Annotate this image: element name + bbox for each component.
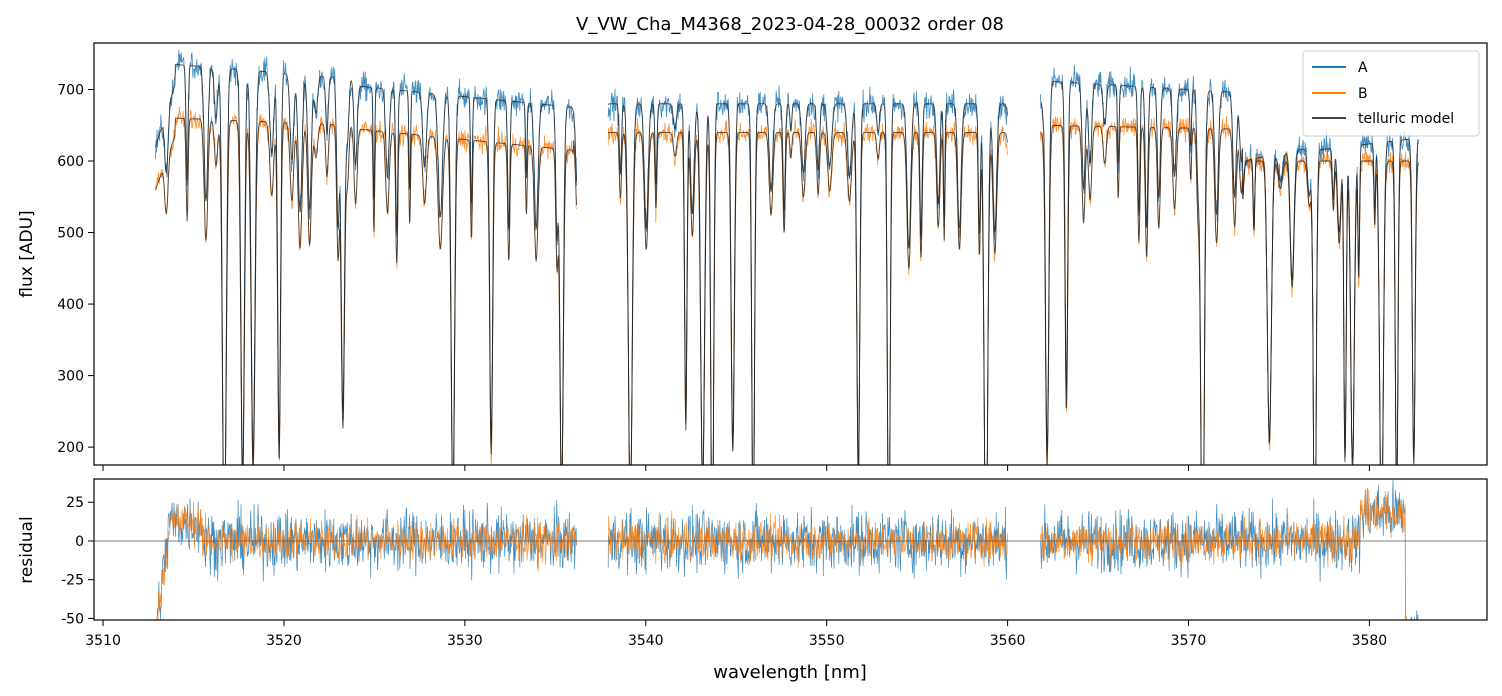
legend-label-telluric: telluric model	[1358, 111, 1454, 127]
flux-y-tick-label: 300	[57, 369, 84, 385]
telluric-model-b-line	[155, 117, 1419, 465]
legend-label-a: A	[1358, 60, 1368, 76]
x-axis-label: wavelength [nm]	[713, 662, 867, 683]
residual-y-tick-label: 0	[75, 534, 84, 550]
residual-x-tick-label: 3570	[1171, 633, 1207, 649]
flux-y-ticks: 200 300 400 500 600 700	[57, 82, 94, 456]
residual-x-tick-label: 3580	[1352, 633, 1388, 649]
flux-y-tick-label: 500	[57, 226, 84, 242]
legend: A B telluric model	[1302, 50, 1480, 137]
residual-y-tick-label: -25	[61, 573, 84, 589]
flux-y-tick-label: 600	[57, 154, 84, 170]
legend-label-b: B	[1358, 86, 1368, 102]
flux-panel: 200 300 400 500 600 700 flux [ADU] A B tellur…	[17, 42, 1488, 471]
residual-b-line	[156, 489, 1412, 620]
flux-y-label: flux [ADU]	[17, 210, 37, 297]
residual-x-tick-label: 3510	[85, 633, 121, 649]
residual-x-tick-label: 3550	[809, 633, 845, 649]
residual-y-label: residual	[17, 516, 37, 583]
flux-y-tick-label: 200	[57, 440, 84, 456]
residual-y-ticks: -50 -25 0 25	[61, 495, 94, 627]
flux-x-ticks	[102, 465, 1370, 471]
residual-y-tick-label: 25	[66, 495, 84, 511]
flux-plot-area	[155, 50, 1419, 465]
residual-a-line	[156, 479, 1419, 620]
residual-x-tick-label: 3530	[447, 633, 483, 649]
flux-axes-frame	[93, 42, 1488, 466]
residual-y-tick-label: -50	[61, 611, 84, 627]
residual-x-ticks: 3510 3520 3530 3540 3550 3560 3570 3580	[85, 620, 1387, 649]
flux-y-tick-label: 700	[57, 82, 84, 98]
residual-x-tick-label: 3560	[990, 633, 1026, 649]
residual-axes-frame	[93, 478, 1488, 621]
residual-x-tick-label: 3540	[628, 633, 664, 649]
flux-y-tick-label: 400	[57, 297, 84, 313]
legend-box	[1302, 50, 1480, 137]
chart-title: V_VW_Cha_M4368_2023-04-28_00032 order 08	[576, 14, 1004, 35]
residual-plot-area	[94, 479, 1487, 620]
residual-x-tick-label: 3520	[266, 633, 302, 649]
